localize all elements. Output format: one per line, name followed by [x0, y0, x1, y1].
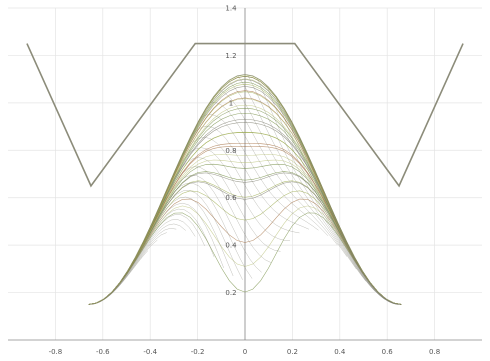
- mesh-cross-line: [123, 190, 243, 280]
- mesh-cross-line: [256, 77, 376, 292]
- mesh-cross-line: [237, 75, 357, 270]
- tick-labels: -0.8 -0.6 -0.4 -0.2 0 0.2 0.4 0.6 0.8 0.2 0.4 0.6 0.…: [49, 5, 441, 357]
- x-tick-label: 0.6: [382, 348, 394, 356]
- x-tick-label: -0.2: [191, 348, 205, 356]
- mesh-cross-line: [313, 167, 397, 305]
- mesh-cross-line: [89, 232, 167, 305]
- y-tick-label: 1.4: [225, 5, 237, 13]
- surface-mesh: [88, 74, 402, 305]
- mesh-cross-line: [92, 214, 205, 305]
- x-tick-label: 0.4: [334, 348, 346, 356]
- y-tick-label: 1.2: [225, 52, 236, 60]
- mesh-cross-line: [152, 166, 272, 263]
- x-tick-label: -0.8: [49, 348, 63, 356]
- y-tick-label: 1: [229, 99, 233, 107]
- mesh-cross-line: [228, 80, 348, 257]
- mesh-cross-line: [323, 189, 401, 305]
- x-tick-label: -0.4: [143, 348, 157, 356]
- mesh-cross-line: [304, 146, 400, 305]
- chart-series: [26, 42, 464, 188]
- mesh-cross-line: [190, 125, 310, 230]
- x-tick-label: -0.6: [96, 348, 110, 356]
- y-tick-label: 0.8: [225, 147, 236, 155]
- mesh-cross-line: [294, 127, 396, 305]
- mesh-line: [88, 74, 402, 305]
- mesh-cross-line: [218, 89, 338, 246]
- mesh-cross-line: [92, 239, 158, 305]
- mesh-cross-line: [171, 147, 291, 242]
- mesh-cross-line: [199, 114, 319, 231]
- mesh-cross-line: [332, 211, 398, 305]
- y-tick-label: 0.2: [225, 289, 236, 297]
- chart-axes: [8, 8, 482, 341]
- mesh-cross-line: [209, 102, 329, 236]
- mesh-cross-line: [180, 136, 300, 234]
- x-tick-label: 0.8: [429, 348, 440, 356]
- x-tick-label: 0.2: [287, 348, 298, 356]
- envelope-line: [26, 42, 464, 188]
- mesh-cross-line: [88, 219, 196, 305]
- y-tick-label: 0.6: [225, 194, 237, 202]
- mesh-cross-line: [247, 74, 367, 282]
- y-tick-label: 0.4: [225, 242, 237, 250]
- mesh-cross-line: [266, 84, 385, 300]
- x-tick-label: 0: [243, 348, 247, 356]
- mesh-cross-line: [161, 157, 281, 252]
- mesh-cross-line: [341, 232, 402, 305]
